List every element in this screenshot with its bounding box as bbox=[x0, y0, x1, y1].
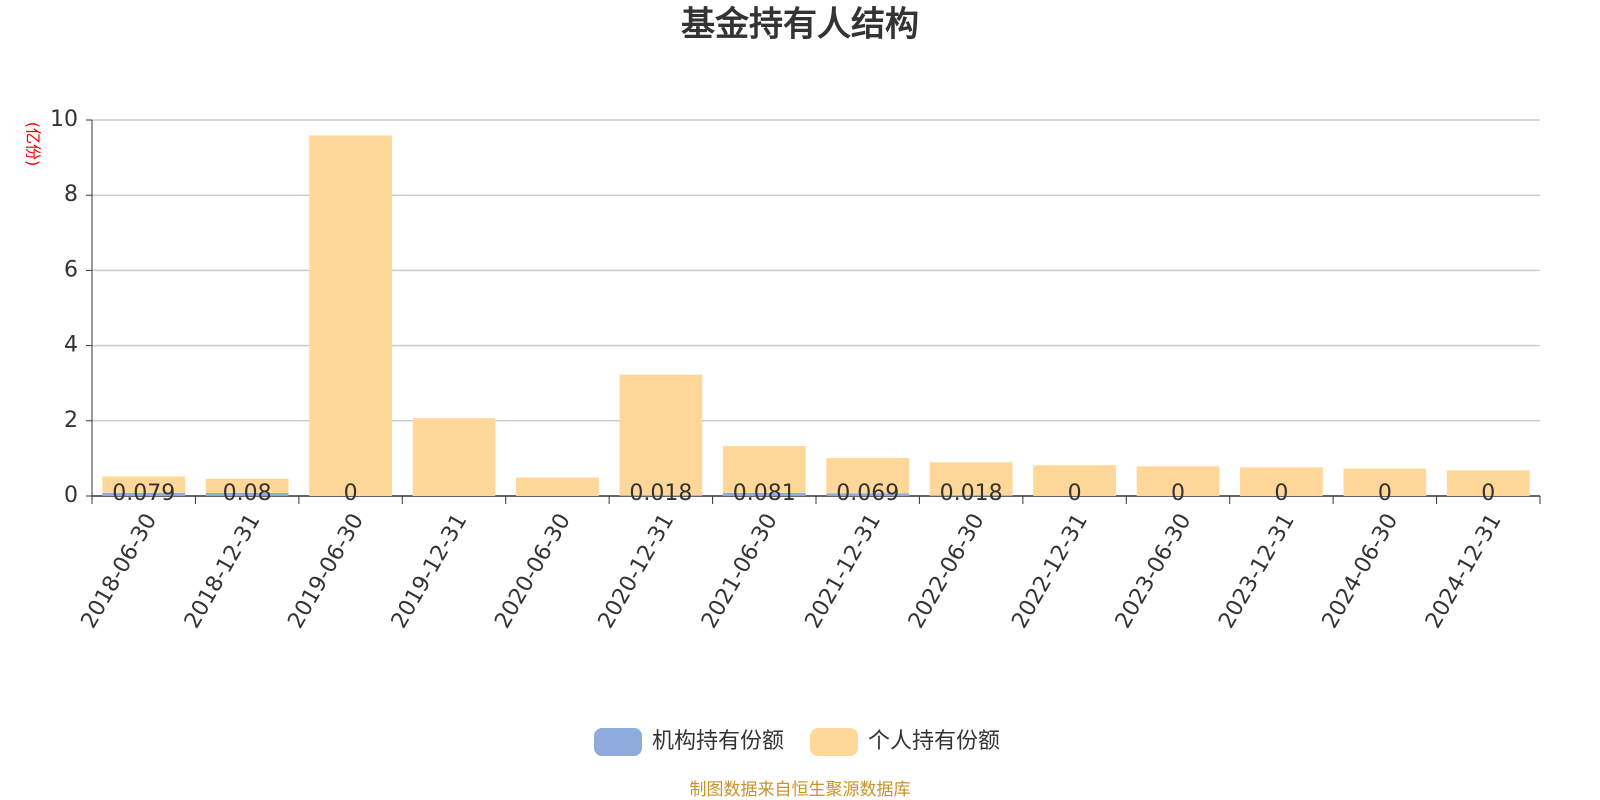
x-tick-label: 2020-06-30 bbox=[490, 510, 576, 633]
y-tick-label: 8 bbox=[64, 182, 78, 207]
bar bbox=[1343, 468, 1427, 496]
data-label: 0.069 bbox=[836, 481, 899, 506]
y-tick-label: 10 bbox=[50, 107, 78, 132]
y-tick-label: 6 bbox=[64, 257, 78, 282]
bar bbox=[619, 374, 703, 496]
y-tick-label: 2 bbox=[64, 408, 78, 433]
bar bbox=[722, 492, 806, 496]
bar bbox=[722, 445, 806, 493]
data-label: 0 bbox=[1378, 481, 1392, 506]
chart-title: 基金持有人结构 bbox=[681, 5, 919, 45]
x-tick-label: 2022-06-30 bbox=[904, 510, 990, 633]
y-tick-label: 4 bbox=[64, 333, 78, 358]
data-label: 0 bbox=[1171, 481, 1185, 506]
legend-swatch bbox=[594, 728, 642, 756]
data-label: 0.079 bbox=[112, 481, 175, 506]
bar bbox=[1136, 466, 1220, 496]
y-axis-label: (亿份) bbox=[24, 122, 43, 167]
x-tick-label: 2021-12-31 bbox=[801, 510, 887, 633]
data-label: 0 bbox=[1274, 481, 1288, 506]
bar bbox=[309, 135, 392, 496]
bar bbox=[102, 476, 186, 494]
legend-label: 个人持有份额 bbox=[868, 729, 1000, 754]
x-tick-label: 2023-12-31 bbox=[1214, 510, 1300, 633]
bar bbox=[205, 478, 289, 493]
data-label: 0 bbox=[344, 481, 358, 506]
x-tick-label: 2019-12-31 bbox=[387, 510, 473, 633]
bar bbox=[1033, 465, 1116, 496]
y-tick-label: 0 bbox=[64, 483, 78, 508]
x-tick-label: 2023-06-30 bbox=[1111, 510, 1197, 633]
bar bbox=[1446, 470, 1530, 496]
bar bbox=[102, 493, 186, 496]
data-label: 0.08 bbox=[223, 481, 272, 506]
legend-swatch bbox=[810, 728, 859, 756]
data-label: 0.081 bbox=[733, 481, 796, 506]
x-tick-label: 2020-12-31 bbox=[594, 510, 680, 633]
data-label: 0.018 bbox=[940, 481, 1003, 506]
bar bbox=[1240, 467, 1323, 496]
data-label: 0 bbox=[1481, 481, 1495, 506]
x-tick-label: 2024-06-30 bbox=[1318, 510, 1404, 633]
bar bbox=[619, 495, 703, 496]
bar bbox=[929, 495, 1013, 496]
x-tick-label: 2019-06-30 bbox=[283, 510, 369, 633]
bar bbox=[516, 477, 599, 496]
bar bbox=[412, 418, 496, 496]
bar bbox=[929, 462, 1013, 496]
x-tick-label: 2018-06-30 bbox=[77, 510, 163, 633]
x-tick-label: 2022-12-31 bbox=[1007, 510, 1093, 633]
bar bbox=[205, 492, 289, 496]
x-tick-label: 2018-12-31 bbox=[180, 510, 266, 633]
x-tick-label: 2024-12-31 bbox=[1421, 510, 1507, 633]
data-label: 0.018 bbox=[629, 481, 692, 506]
legend-label: 机构持有份额 bbox=[652, 729, 784, 754]
x-tick-label: 2021-06-30 bbox=[697, 510, 783, 633]
bar bbox=[826, 493, 910, 496]
data-label: 0 bbox=[1068, 481, 1082, 506]
source-note: 制图数据来自恒生聚源数据库 bbox=[690, 780, 911, 800]
bar bbox=[826, 458, 910, 494]
